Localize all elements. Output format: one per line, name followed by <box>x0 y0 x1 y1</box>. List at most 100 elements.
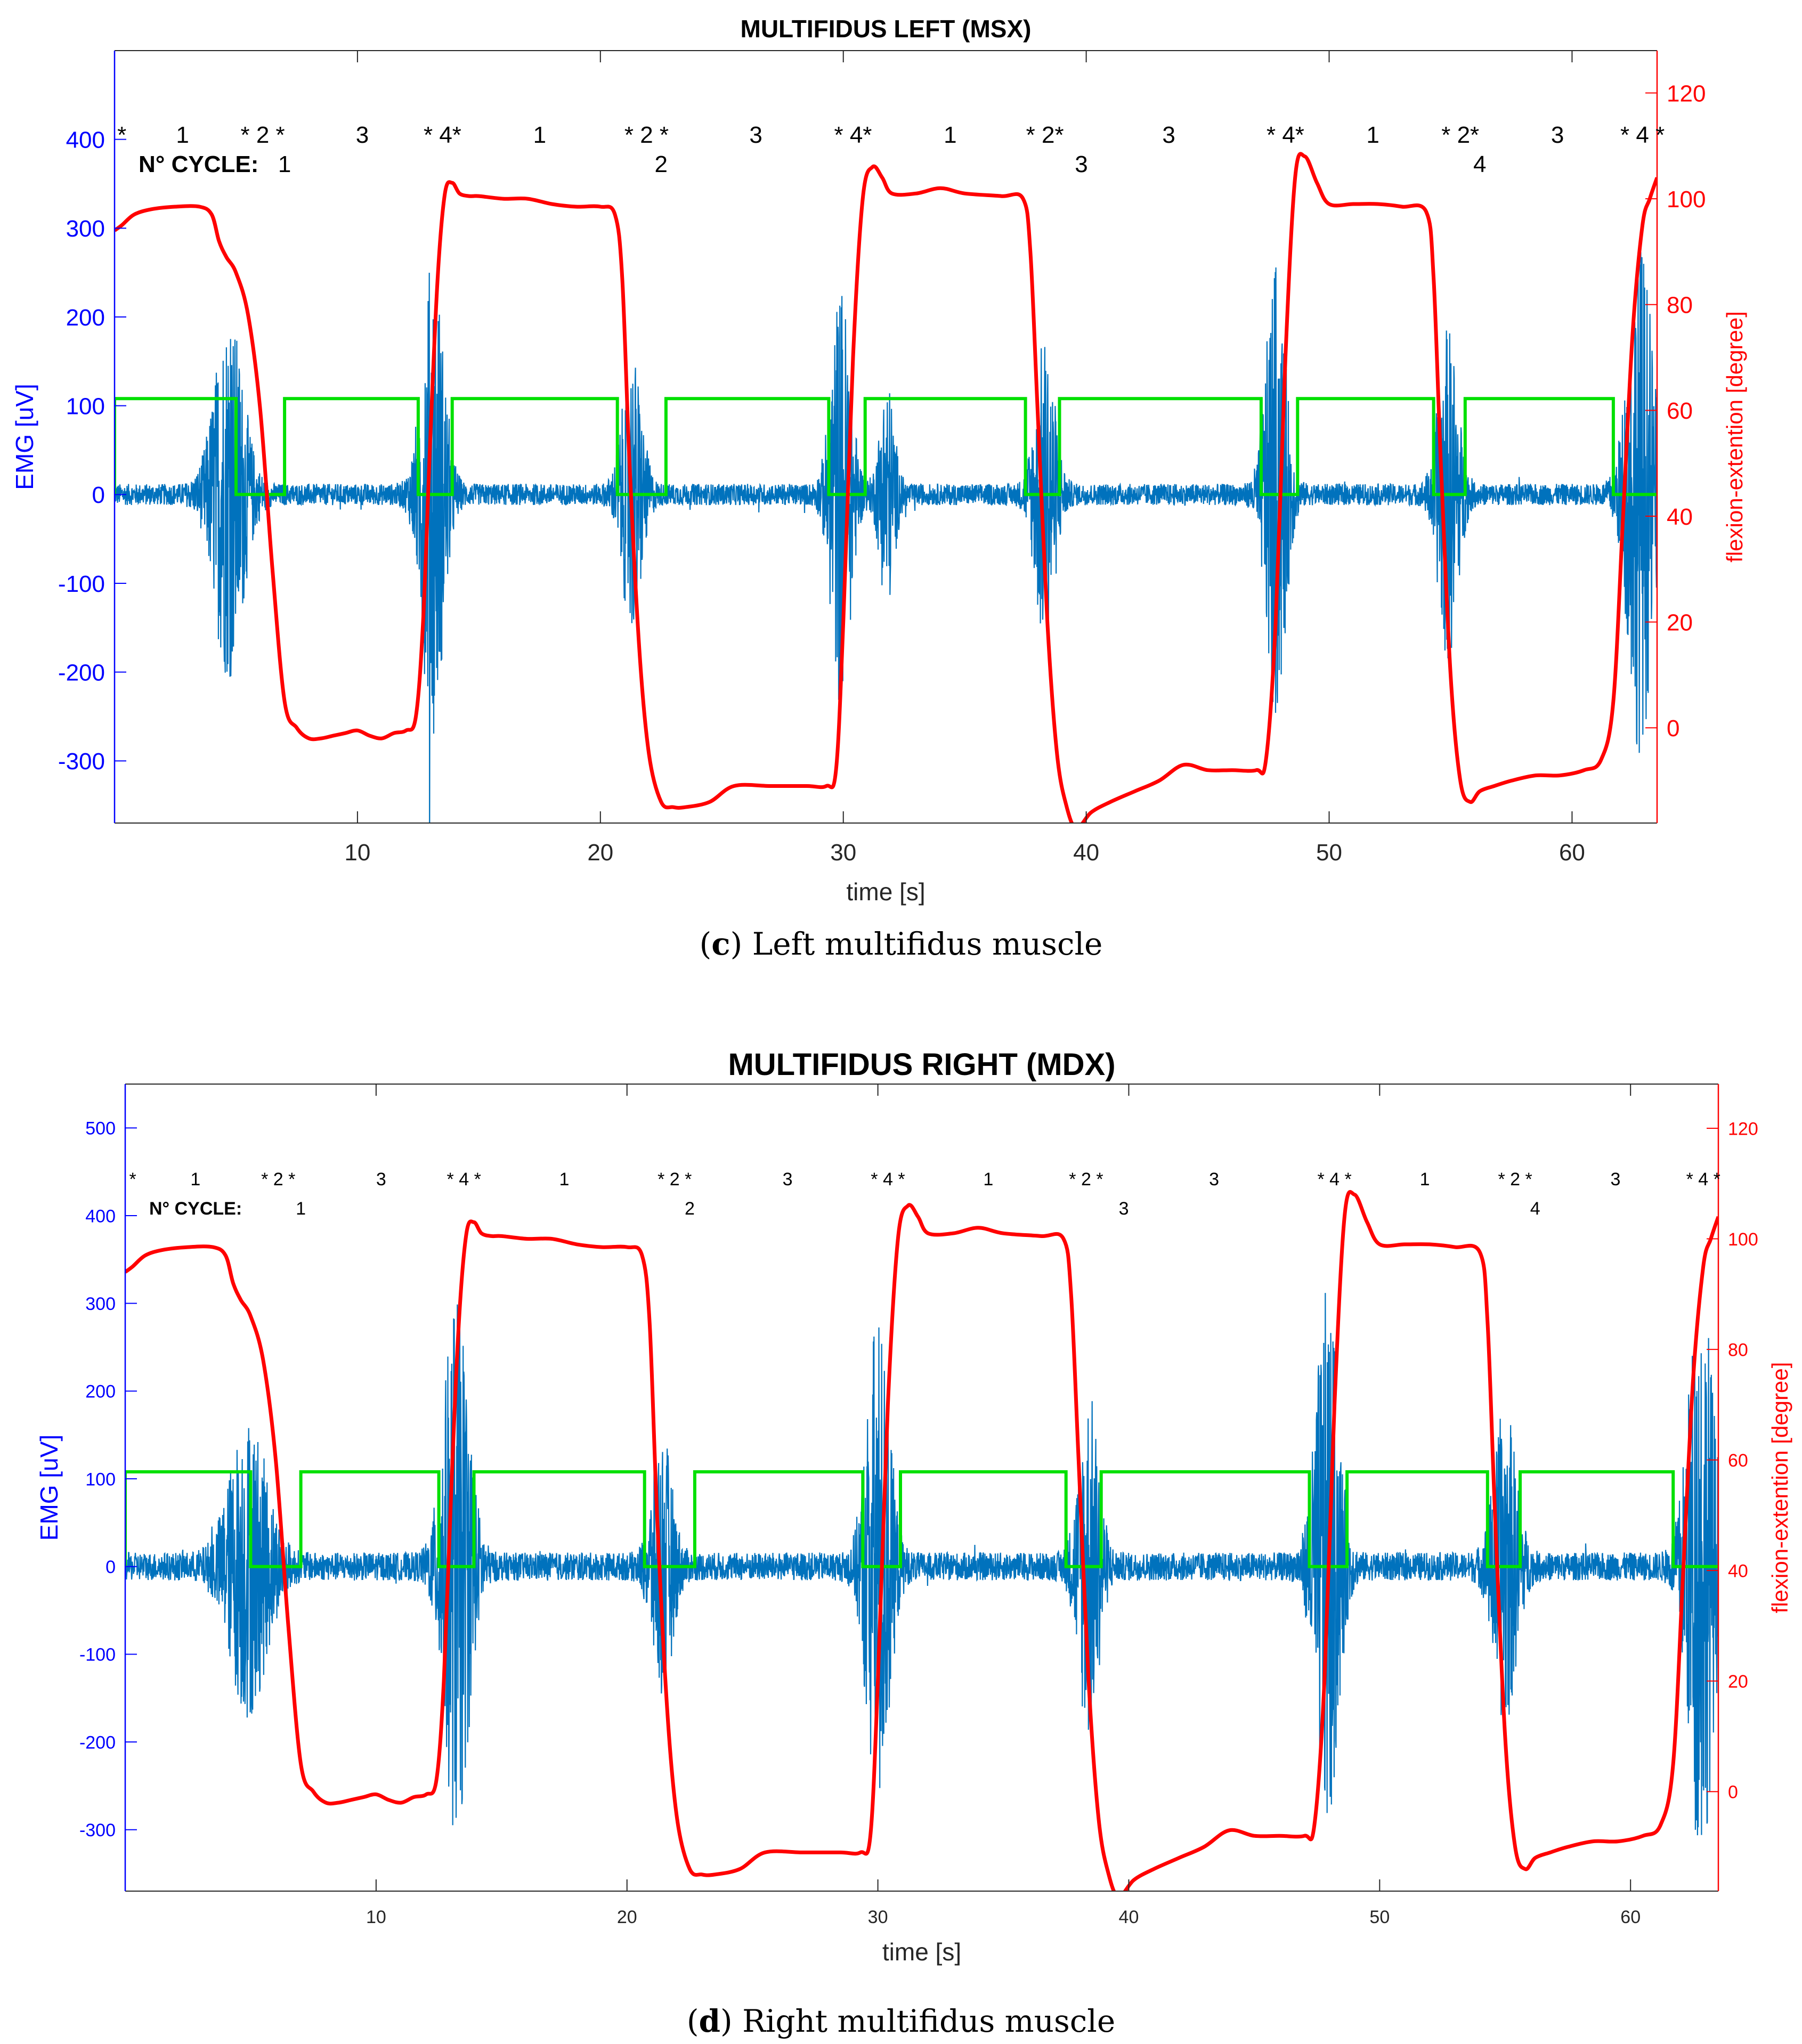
y-right-tick-label: 0 <box>1728 1782 1738 1802</box>
phase-label: 3 <box>783 1169 793 1190</box>
phase-label: * <box>117 122 126 148</box>
phase-label: 3 <box>356 122 369 148</box>
x-tick-label: 10 <box>344 840 370 866</box>
x-tick-label: 60 <box>1559 840 1585 866</box>
phase-label: 3 <box>749 122 762 148</box>
x-tick-label: 20 <box>617 1907 637 1927</box>
angle-series-line <box>115 152 1657 823</box>
phase-label: 3 <box>1551 122 1564 148</box>
phase-label: * 2 * <box>261 1169 295 1190</box>
phase-indicator-line <box>125 1470 1718 1568</box>
x-tick-label: 30 <box>830 840 856 866</box>
y-left-tick-label: -200 <box>79 1732 116 1753</box>
angle-series-line <box>125 1190 1718 1891</box>
cycle-number-label: 3 <box>1075 151 1087 177</box>
y-left-tick-label: 100 <box>85 1469 116 1489</box>
caption-right-multifidus: (d) Right multifidus muscle <box>686 2003 1116 2039</box>
x-tick-label: 50 <box>1316 840 1342 866</box>
y-right-tick-label: 60 <box>1728 1451 1748 1471</box>
phase-label: * 4* <box>424 122 461 148</box>
caption-left-multifidus: (c) Left multifidus muscle <box>699 926 1103 962</box>
phase-label: * 2 * <box>241 122 285 148</box>
phase-label: * 4* <box>834 122 872 148</box>
cycle-number-label: 1 <box>278 151 291 177</box>
y-left-tick-label: 100 <box>66 394 105 420</box>
chart-title: MULTIFIDUS LEFT (MSX) <box>741 15 1032 43</box>
cycle-number-label: 2 <box>685 1199 695 1219</box>
y-left-tick-label: 500 <box>85 1119 116 1139</box>
cycle-number-label: 4 <box>1473 151 1486 177</box>
phase-label: * 2* <box>1026 122 1064 148</box>
phase-label: 1 <box>190 1169 200 1190</box>
x-tick-label: 50 <box>1369 1907 1390 1927</box>
y-left-tick-label: 300 <box>85 1294 116 1314</box>
phase-label: * 4 * <box>1686 1169 1720 1190</box>
plot-area <box>115 152 1657 823</box>
x-tick-label: 10 <box>366 1907 386 1927</box>
cycle-number-label: 3 <box>1119 1199 1129 1219</box>
caption-text: Right multifidus muscle <box>742 2003 1116 2039</box>
y-right-tick-label: 0 <box>1667 715 1679 742</box>
caption-letter: c <box>711 926 730 962</box>
y-right-tick-label: 20 <box>1667 609 1693 636</box>
phase-label: * 2* <box>1441 122 1479 148</box>
caption-letter: d <box>699 2003 721 2039</box>
phase-label: * 4* <box>1267 122 1304 148</box>
phase-label: 3 <box>1610 1169 1620 1190</box>
phase-label: 3 <box>376 1169 386 1190</box>
phase-indicator-line <box>115 397 1657 496</box>
y-right-tick-label: 100 <box>1667 186 1706 213</box>
y-left-tick-label: 200 <box>85 1382 116 1402</box>
y-right-tick-label: 20 <box>1728 1672 1748 1692</box>
phase-label: * 2 * <box>1069 1169 1103 1190</box>
y-left-tick-label: -200 <box>58 660 105 686</box>
x-tick-label: 30 <box>868 1907 888 1927</box>
x-tick-label: 20 <box>587 840 613 866</box>
y-right-tick-label: 80 <box>1728 1340 1748 1360</box>
y-left-tick-label: -300 <box>58 748 105 775</box>
x-tick-label: 60 <box>1620 1907 1641 1927</box>
phase-label: 1 <box>983 1169 993 1190</box>
y-left-tick-label: 200 <box>66 305 105 331</box>
phase-label: 1 <box>1366 122 1379 148</box>
phase-label: * <box>129 1169 136 1190</box>
phase-label: * 2 * <box>658 1169 692 1190</box>
caption-text: Left multifidus muscle <box>752 926 1103 962</box>
phase-label: * 4 * <box>871 1169 905 1190</box>
y-right-tick-label: 120 <box>1728 1119 1758 1139</box>
cycle-prefix-label: N° CYCLE: <box>149 1199 242 1219</box>
y-right-tick-label: 80 <box>1667 292 1693 319</box>
y-left-tick-label: 300 <box>66 216 105 242</box>
y-left-axis-label: EMG [uV] <box>11 384 38 490</box>
x-tick-label: 40 <box>1119 1907 1139 1927</box>
phase-label: 3 <box>1209 1169 1219 1190</box>
y-right-axis-label: flexion-extention [degree] <box>1767 1362 1792 1614</box>
chart-panel-left-multifidus: 10 20 30 40 50 60 -300 -200 -100 0 100 200 300 400 0 20… <box>11 15 1747 906</box>
y-left-tick-label: -100 <box>58 571 105 597</box>
y-right-tick-label: 40 <box>1728 1561 1748 1581</box>
y-left-tick-label: 400 <box>66 127 105 153</box>
cycle-number-label: 4 <box>1530 1199 1540 1219</box>
phase-label: 1 <box>559 1169 570 1190</box>
phase-label: 3 <box>1162 122 1175 148</box>
y-left-tick-label: 400 <box>85 1206 116 1226</box>
phase-label: * 4 * <box>1620 122 1665 148</box>
x-axis-label: time [s] <box>846 878 925 906</box>
y-left-tick-label: 0 <box>92 482 105 508</box>
y-left-tick-label: 0 <box>105 1557 116 1577</box>
y-left-axis-label: EMG [uV] <box>35 1435 63 1541</box>
y-right-tick-label: 60 <box>1667 398 1693 424</box>
y-left-tick-label: -300 <box>79 1820 116 1841</box>
emg-series-line <box>115 252 1657 823</box>
plot-area <box>125 1190 1718 1891</box>
phase-label: * 2 * <box>624 122 669 148</box>
phase-label: 1 <box>1420 1169 1430 1190</box>
emg-series-line <box>125 1293 1718 1836</box>
chart-panel-right-multifidus: 10 20 30 40 50 60-300-200-1000100200300400500… <box>35 1047 1792 1966</box>
x-axis-label: time [s] <box>882 1938 961 1966</box>
phase-label: * 2 * <box>1498 1169 1532 1190</box>
y-right-tick-label: 40 <box>1667 504 1693 530</box>
chart-title: MULTIFIDUS RIGHT (MDX) <box>728 1047 1115 1082</box>
phase-label: 1 <box>176 122 189 148</box>
